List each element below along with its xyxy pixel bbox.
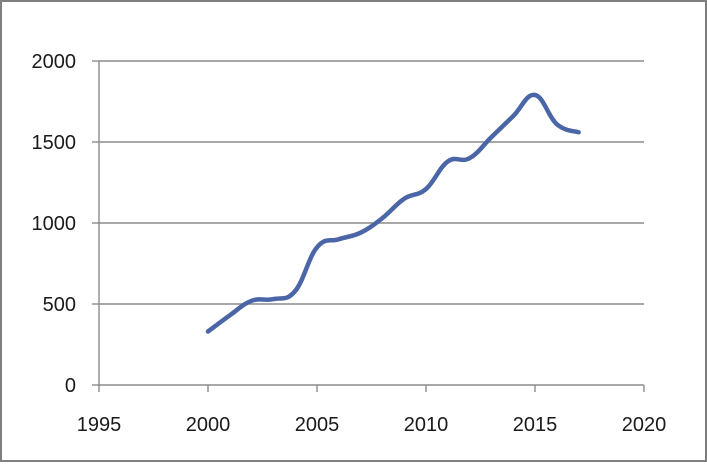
y-tick-label-1500: 1500 <box>32 132 77 154</box>
x-tick-label-2015: 2015 <box>513 414 558 436</box>
y-tick-label-1000: 1000 <box>32 213 77 235</box>
x-tick-label-2000: 2000 <box>186 414 231 436</box>
x-tick-label-2005: 2005 <box>295 414 340 436</box>
y-tick-label-2000: 2000 <box>32 51 77 73</box>
x-tick-label-2020: 2020 <box>622 414 667 436</box>
y-tick-label-0: 0 <box>65 375 76 397</box>
x-tick-label-2010: 2010 <box>404 414 449 436</box>
y-tick-label-500: 500 <box>43 294 76 316</box>
x-tick-label-1995: 1995 <box>77 414 122 436</box>
